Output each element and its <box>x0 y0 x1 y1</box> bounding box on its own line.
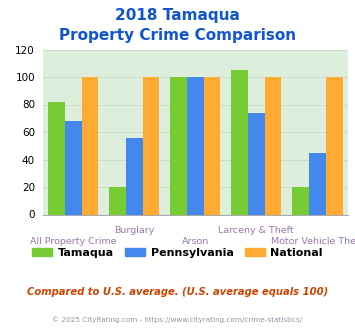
Bar <box>170 77 187 214</box>
Text: All Property Crime: All Property Crime <box>30 237 116 246</box>
Bar <box>187 77 204 214</box>
Legend: Tamaqua, Pennsylvania, National: Tamaqua, Pennsylvania, National <box>28 243 327 262</box>
Bar <box>265 77 282 214</box>
Text: Property Crime Comparison: Property Crime Comparison <box>59 28 296 43</box>
Bar <box>109 187 126 214</box>
Bar <box>248 113 265 214</box>
Bar <box>48 102 65 214</box>
Bar <box>126 138 143 214</box>
Text: © 2025 CityRating.com - https://www.cityrating.com/crime-statistics/: © 2025 CityRating.com - https://www.city… <box>53 317 302 323</box>
Bar <box>231 70 248 214</box>
Text: Burglary: Burglary <box>114 226 154 235</box>
Bar <box>65 121 82 214</box>
Text: Arson: Arson <box>182 237 209 246</box>
Bar <box>309 152 326 214</box>
Text: Larceny & Theft: Larceny & Theft <box>218 226 294 235</box>
Text: Motor Vehicle Theft: Motor Vehicle Theft <box>271 237 355 246</box>
Text: Compared to U.S. average. (U.S. average equals 100): Compared to U.S. average. (U.S. average … <box>27 287 328 297</box>
Bar <box>326 77 343 214</box>
Bar <box>82 77 98 214</box>
Bar <box>292 187 309 214</box>
Bar <box>204 77 220 214</box>
Text: 2018 Tamaqua: 2018 Tamaqua <box>115 8 240 23</box>
Bar <box>143 77 159 214</box>
